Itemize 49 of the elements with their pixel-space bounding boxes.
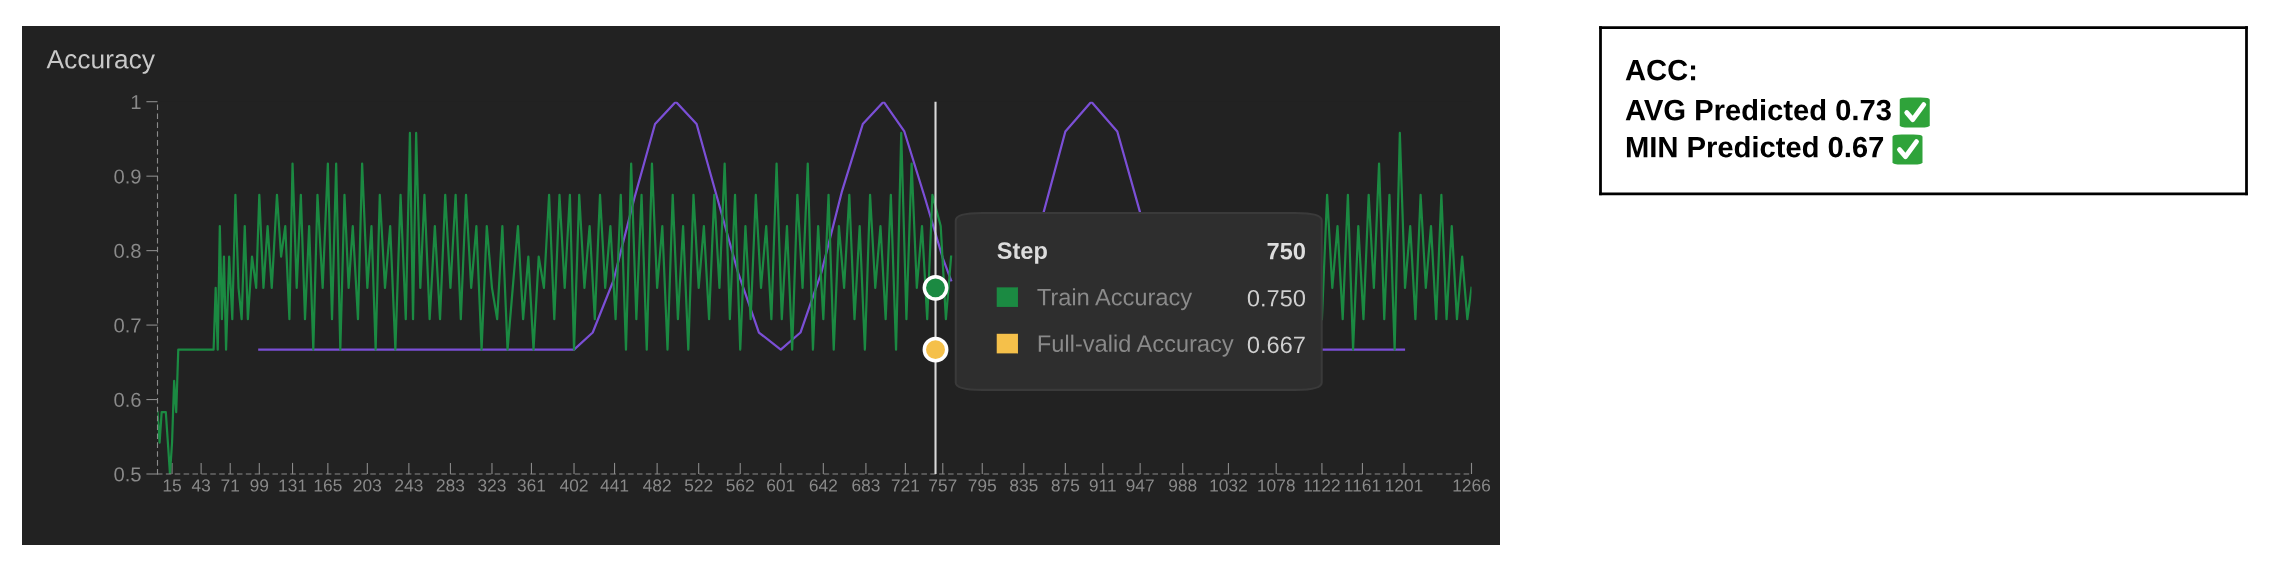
x-tick-label: 131 xyxy=(279,479,307,492)
x-tick-label: 1122 xyxy=(1304,479,1340,492)
y-tick-label: 0.7 xyxy=(114,318,141,333)
x-tick-label: 15 xyxy=(163,479,181,492)
x-tick-label: 402 xyxy=(559,479,588,492)
x-tick-label: 988 xyxy=(1169,479,1197,492)
x-tick-label: 283 xyxy=(436,479,465,492)
x-tick-label: 757 xyxy=(929,479,957,492)
x-tick-label: 243 xyxy=(395,479,423,492)
y-tick-label: 0.6 xyxy=(114,392,141,408)
y-tick-label: 0.5 xyxy=(114,467,141,482)
legend-label: Train Accuracy xyxy=(1037,288,1193,311)
x-tick-label: 522 xyxy=(684,479,713,492)
x-tick-label: 835 xyxy=(1010,479,1038,492)
x-tick-label: 795 xyxy=(968,479,997,492)
x-tick-label: 165 xyxy=(314,479,342,492)
x-tick-label: 361 xyxy=(517,479,546,492)
text: ACC: xyxy=(1625,59,1696,81)
x-tick-label: 203 xyxy=(353,479,382,492)
x-tick-label: 911 xyxy=(1089,479,1116,492)
x-tick-label: 1266 xyxy=(1453,479,1491,492)
x-tick-label: 482 xyxy=(643,479,671,492)
x-tick-label: 43 xyxy=(191,479,211,492)
x-tick-label: 1078 xyxy=(1258,479,1295,492)
x-tick-label: 601 xyxy=(767,479,795,492)
y-tick-label: 0.8 xyxy=(114,243,141,259)
x-tick-label: 323 xyxy=(478,479,506,492)
annotation: 750 xyxy=(1267,242,1305,260)
text: AVG Predicted 0.73 xyxy=(1625,99,1891,121)
x-tick-label: 683 xyxy=(852,479,880,492)
x-tick-label: 642 xyxy=(809,479,837,492)
x-tick-label: 875 xyxy=(1051,479,1080,492)
annotation: 0.750 xyxy=(1247,289,1306,307)
x-tick-label: 441 xyxy=(600,479,629,492)
x-tick-label: 562 xyxy=(726,479,754,492)
legend-label: Full-valid Accuracy xyxy=(1038,334,1234,357)
y-tick-label: 1 xyxy=(131,95,141,109)
y-tick-label: 0.9 xyxy=(114,169,141,184)
x-tick-label: 721 xyxy=(891,479,920,492)
x-tick-label: 99 xyxy=(250,479,269,492)
text: MIN Predicted 0.67 xyxy=(1626,136,1884,158)
x-tick-label: 71 xyxy=(221,479,240,492)
x-tick-label: 1032 xyxy=(1210,479,1247,492)
x-tick-label: 1201 xyxy=(1386,479,1423,492)
x-tick-label: 1161 xyxy=(1345,479,1381,492)
annotation: 0.667 xyxy=(1247,336,1305,354)
x-tick-label: 947 xyxy=(1126,479,1154,492)
chart-title: Accuracy xyxy=(46,50,155,74)
legend-title: Step xyxy=(997,242,1047,264)
